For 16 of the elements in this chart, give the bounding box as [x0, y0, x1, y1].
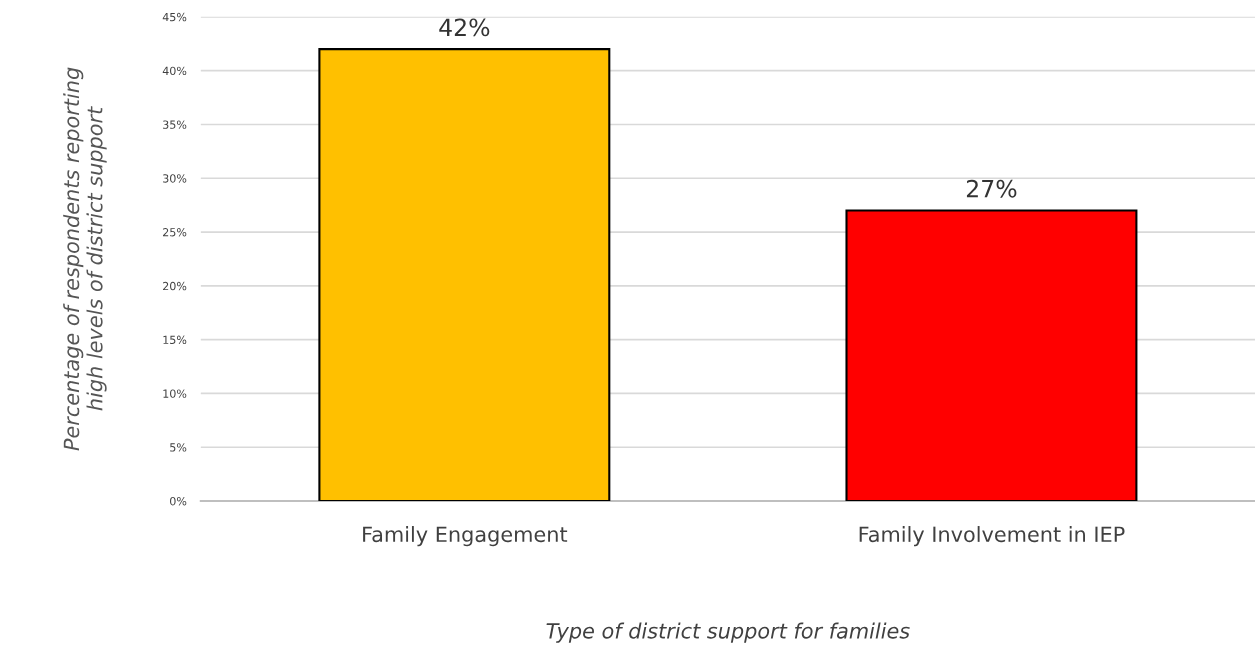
- x-axis-title: Type of district support for families: [546, 622, 910, 643]
- y-tick-label: 5%: [170, 443, 187, 452]
- y-axis-title: Percentage of respondents reporting high levels of district support: [63, 67, 107, 451]
- y-tick-label: 35%: [163, 120, 187, 129]
- data-label: 42%: [439, 18, 490, 37]
- y-tick-label: 25%: [163, 228, 187, 237]
- y-tick-label: 45%: [162, 12, 187, 22]
- y-tick-label: 30%: [163, 174, 187, 183]
- y-tick-label: 20%: [163, 281, 187, 291]
- x-tick-label: Family Engagement: [363, 526, 568, 547]
- data-label: 27%: [966, 179, 1017, 198]
- y-tick-label: 40%: [162, 66, 187, 76]
- y-tick-label: 10%: [163, 389, 187, 398]
- x-tick-label: Family Involvement in IEP: [859, 526, 1125, 547]
- y-tick-label: 0%: [170, 497, 187, 506]
- y-tick-label: 15%: [163, 335, 187, 345]
